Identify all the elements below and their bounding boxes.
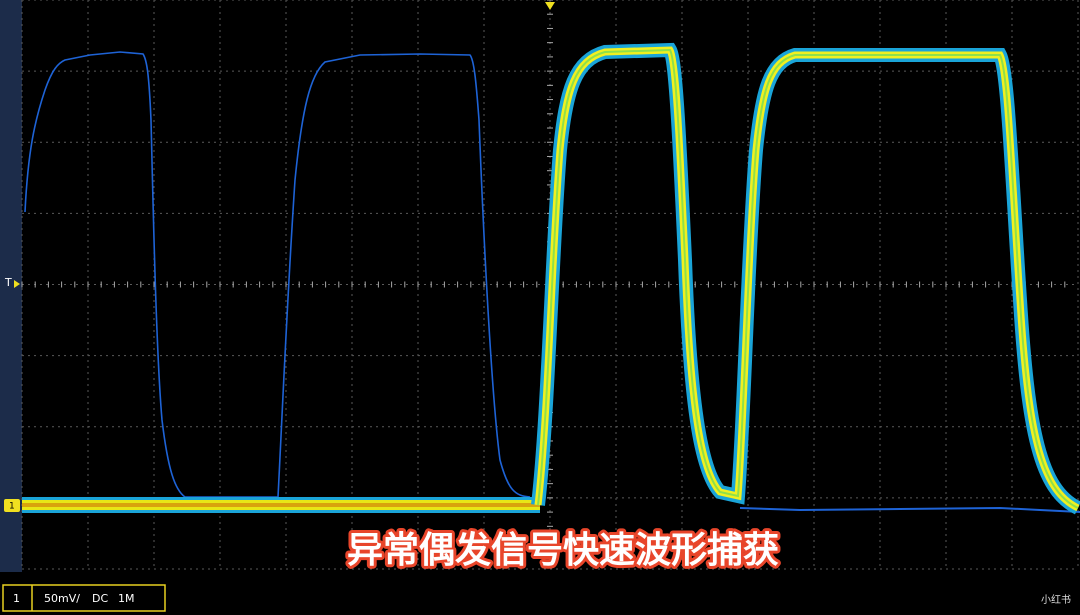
- vertical-scale: 50mV/: [44, 592, 80, 605]
- persistence-band: [22, 503, 540, 507]
- status-bar: [0, 573, 1080, 615]
- trigger-position-marker: [545, 2, 555, 10]
- channel-number: 1: [13, 592, 20, 605]
- caption: 异常偶发信号快速波形捕获: [347, 530, 779, 571]
- left-strip: [0, 0, 22, 572]
- coupling: DC: [92, 592, 108, 605]
- channel-marker-label: 1: [9, 502, 15, 512]
- impedance: 1M: [118, 592, 135, 605]
- watermark: 小红书: [1041, 593, 1071, 606]
- channel-marker: [4, 499, 20, 512]
- blue-trace: [24, 51, 531, 498]
- channel-readout[interactable]: [2, 584, 166, 612]
- trigger-level-label: T: [4, 276, 12, 289]
- persistence-pulses: [531, 42, 1080, 515]
- trigger-level-arrow: [14, 280, 20, 288]
- blue-trace: [739, 506, 1080, 513]
